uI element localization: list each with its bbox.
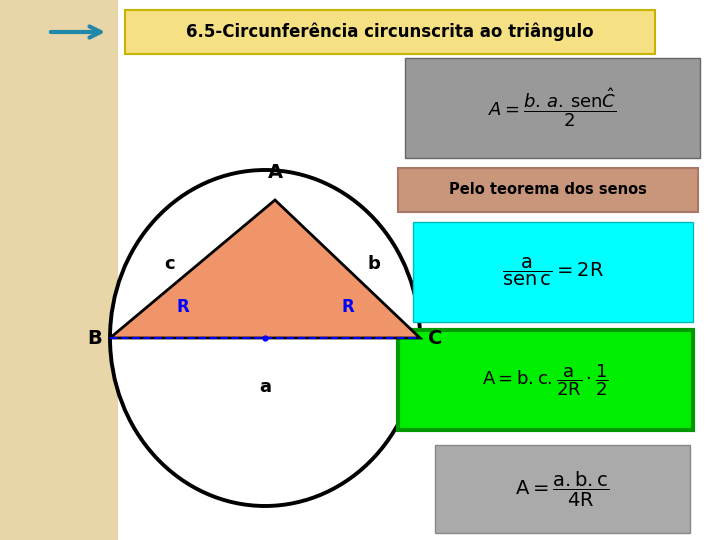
Text: B: B (87, 328, 102, 348)
Bar (0, 0, 118, 540)
Text: $A = \dfrac{b.\,a.\,\mathrm{sen}\hat{C}}{2}$: $A = \dfrac{b.\,a.\,\mathrm{sen}\hat{C}}… (488, 87, 617, 129)
Bar (125, 10, 655, 54)
Text: Pelo teorema dos senos: Pelo teorema dos senos (449, 183, 647, 198)
Text: c: c (164, 255, 174, 273)
Text: R: R (176, 298, 189, 316)
Bar (398, 330, 693, 430)
Text: R: R (341, 298, 354, 316)
Text: 6.5-Circunferência circunscrita ao triângulo: 6.5-Circunferência circunscrita ao triân… (186, 23, 594, 41)
Text: C: C (428, 328, 442, 348)
Text: $\dfrac{\mathrm{a}}{\mathrm{sen}\,\mathrm{c}} = 2\mathrm{R}$: $\dfrac{\mathrm{a}}{\mathrm{sen}\,\mathr… (502, 256, 604, 288)
Bar (413, 222, 693, 322)
Polygon shape (110, 200, 420, 338)
Ellipse shape (110, 170, 420, 506)
Text: a: a (259, 378, 271, 396)
Bar (398, 168, 698, 212)
Bar (405, 58, 700, 158)
Text: A: A (267, 163, 282, 182)
Bar (435, 445, 690, 533)
Text: b: b (367, 255, 380, 273)
Text: $\mathrm{A} = \mathrm{b.c.}\dfrac{\mathrm{a}}{2\mathrm{R}} \cdot \dfrac{1}{2}$: $\mathrm{A} = \mathrm{b.c.}\dfrac{\mathr… (482, 362, 609, 398)
Text: $\mathrm{A} = \dfrac{\mathrm{a.b.c}}{4\mathrm{R}}$: $\mathrm{A} = \dfrac{\mathrm{a.b.c}}{4\m… (516, 469, 610, 509)
